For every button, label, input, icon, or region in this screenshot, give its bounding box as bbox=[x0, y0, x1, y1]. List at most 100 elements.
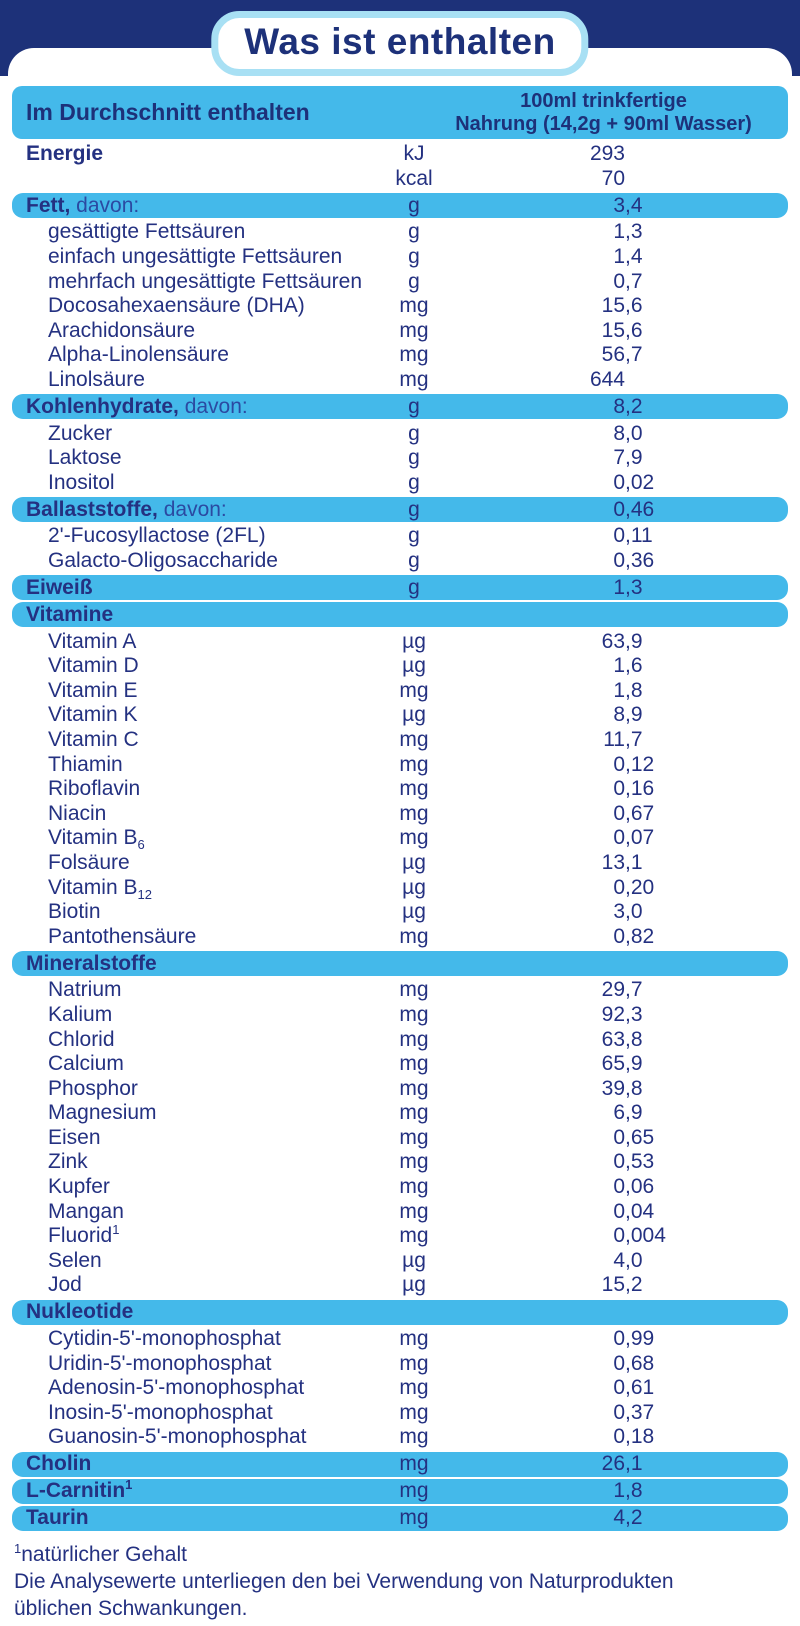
row-value: 0,65 bbox=[459, 1126, 659, 1150]
table-row: Mangan mg 0,04 bbox=[12, 1199, 788, 1224]
table-row: Energie kJ 293 bbox=[12, 142, 788, 167]
row-label-text: Zink bbox=[48, 1150, 88, 1174]
row-value: 0,20 bbox=[459, 876, 659, 900]
row-label-text: Pantothensäure bbox=[48, 924, 197, 948]
row-label: Nukleotide bbox=[26, 1300, 369, 1324]
row-unit: µg bbox=[402, 629, 426, 653]
row-label-text: Vitamin K bbox=[48, 703, 138, 727]
row-unit: µg bbox=[402, 703, 426, 727]
row-label: Phosphor bbox=[26, 1077, 369, 1101]
row-value: 11,7 bbox=[459, 728, 659, 752]
table-row: Nukleotide bbox=[12, 1299, 788, 1325]
row-value-integer: 70 bbox=[601, 166, 625, 190]
row-value-integer: 4 bbox=[613, 1506, 625, 1530]
row-value-decimal: ,0 bbox=[625, 1248, 643, 1272]
table-row: gesättigte Fettsäuren g 1,3 bbox=[12, 220, 788, 245]
row-unit: g bbox=[408, 245, 420, 269]
row-value: 0,67 bbox=[459, 802, 659, 826]
table-row: Kupfer mg 0,06 bbox=[12, 1175, 788, 1200]
row-label: Cholin bbox=[26, 1452, 369, 1476]
row-unit: mg bbox=[399, 678, 429, 702]
row-value: 1,8 bbox=[459, 1479, 659, 1503]
row-unit: mg bbox=[399, 1351, 429, 1375]
row-label-text: Niacin bbox=[48, 801, 107, 825]
table-row: Vitamin E mg 1,8 bbox=[12, 679, 788, 704]
row-value-decimal: ,8 bbox=[625, 678, 643, 702]
row-label-text: Vitamin A bbox=[48, 629, 137, 653]
row-label: Zucker bbox=[26, 422, 369, 446]
row-unit: mg bbox=[399, 1452, 429, 1476]
page-title: Was ist enthalten bbox=[244, 21, 556, 62]
row-label-text: Guanosin-5'-monophosphat bbox=[48, 1425, 307, 1449]
row-label: Pantothensäure bbox=[26, 925, 369, 949]
row-unit: g bbox=[408, 446, 420, 470]
row-label-text: Laktose bbox=[48, 446, 122, 470]
row-value-integer: 3 bbox=[613, 900, 625, 924]
table-row: Arachidonsäure mg 15,6 bbox=[12, 319, 788, 344]
row-unit: µg bbox=[402, 1273, 426, 1297]
row-unit: g bbox=[408, 497, 420, 521]
row-unit: µg bbox=[402, 900, 426, 924]
row-value: 8,9 bbox=[459, 703, 659, 727]
row-value-integer: 0 bbox=[613, 924, 625, 948]
table-row: Niacin mg 0,67 bbox=[12, 801, 788, 826]
table-row: Chlorid mg 63,8 bbox=[12, 1027, 788, 1052]
row-label: Ballaststoffe, davon: bbox=[26, 498, 369, 522]
row-label: Vitamin A bbox=[26, 630, 369, 654]
row-value: 15,6 bbox=[459, 319, 659, 343]
row-unit: mg bbox=[399, 978, 429, 1002]
table-row: Uridin-5'-monophosphat mg 0,68 bbox=[12, 1351, 788, 1376]
row-unit: g bbox=[408, 193, 420, 217]
row-label-text: Vitamine bbox=[26, 602, 114, 626]
row-value: 0,18 bbox=[459, 1425, 659, 1449]
row-label-text: Kupfer bbox=[48, 1175, 110, 1199]
row-value-decimal: ,2 bbox=[625, 394, 643, 418]
row-value-decimal: ,3 bbox=[625, 220, 643, 244]
row-label-text: Selen bbox=[48, 1248, 102, 1272]
row-value: 0,12 bbox=[459, 753, 659, 777]
row-label: Magnesium bbox=[26, 1101, 369, 1125]
table-row: Guanosin-5'-monophosphat mg 0,18 bbox=[12, 1425, 788, 1450]
footnote-analysis-line1: Die Analysewerte unterliegen den bei Ver… bbox=[14, 1570, 674, 1593]
row-label-text: 2'-Fucosyllactose (2FL) bbox=[48, 524, 266, 548]
row-value: 1,3 bbox=[459, 220, 659, 244]
page-title-badge: Was ist enthalten bbox=[211, 11, 589, 76]
row-value-integer: 0 bbox=[613, 549, 625, 573]
row-value-decimal: ,16 bbox=[625, 777, 655, 801]
row-value-integer: 29 bbox=[601, 978, 625, 1002]
row-value-integer: 65 bbox=[601, 1052, 625, 1076]
row-value-decimal bbox=[625, 142, 659, 166]
row-value-decimal: ,004 bbox=[625, 1224, 666, 1248]
table-row: kcal 70 bbox=[12, 167, 788, 192]
row-label: Fluorid1 bbox=[26, 1222, 369, 1248]
row-value-integer: 11 bbox=[603, 727, 625, 751]
row-value-decimal: ,0 bbox=[625, 421, 643, 445]
row-value-integer: 26 bbox=[601, 1452, 625, 1476]
row-value-decimal: ,99 bbox=[625, 1327, 655, 1351]
header-right-line1: 100ml trinkfertige bbox=[520, 89, 687, 112]
row-value-integer: 3 bbox=[613, 193, 625, 217]
table-row: Fett, davon: g 3,4 bbox=[12, 193, 788, 219]
row-unit: mg bbox=[399, 727, 429, 751]
table-row: Vitamin A µg 63,9 bbox=[12, 629, 788, 654]
row-label-superscript: 1 bbox=[112, 1222, 120, 1238]
row-value: 70 bbox=[459, 167, 659, 191]
row-label-text: gesättigte Fettsäuren bbox=[48, 220, 246, 244]
row-unit: mg bbox=[399, 1425, 429, 1449]
row-value: 63,8 bbox=[459, 1028, 659, 1052]
footnote-natural-content: 1natürlicher Gehalt bbox=[14, 1541, 674, 1568]
row-label: Kupfer bbox=[26, 1175, 369, 1199]
row-label-text: Adenosin-5'-monophosphat bbox=[48, 1376, 305, 1400]
row-value: 0,82 bbox=[459, 925, 659, 949]
table-row: einfach ungesättigte Fettsäuren g 1,4 bbox=[12, 245, 788, 270]
table-row: Vitamine bbox=[12, 602, 788, 628]
row-value-integer: 92 bbox=[601, 1002, 625, 1026]
row-value-integer: 0 bbox=[613, 1400, 625, 1424]
row-value-decimal: ,46 bbox=[625, 497, 655, 521]
row-value-integer: 0 bbox=[613, 801, 625, 825]
row-label: Arachidonsäure bbox=[26, 319, 369, 343]
table-header-row: Im Durchschnitt enthalten 100ml trinkfer… bbox=[12, 86, 788, 139]
row-value: 0,61 bbox=[459, 1376, 659, 1400]
row-unit: mg bbox=[399, 924, 429, 948]
table-row: Vitamin B6 mg 0,07 bbox=[12, 826, 788, 851]
